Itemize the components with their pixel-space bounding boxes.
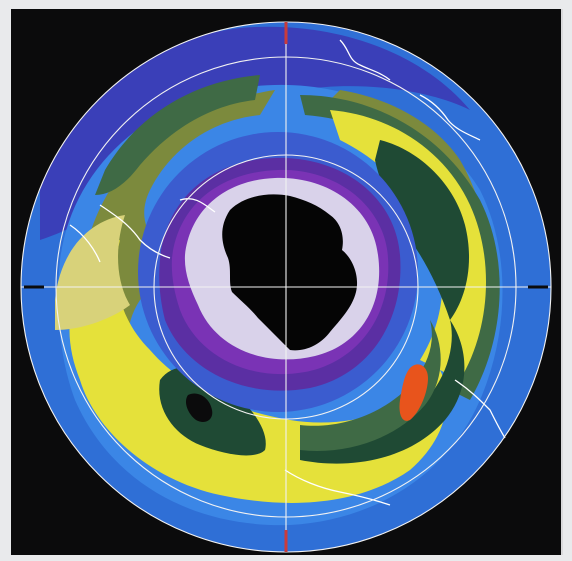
green-belt-right <box>300 95 500 400</box>
dark-green-arc-right <box>375 140 470 320</box>
dark-green-arc-lower-right <box>300 320 465 464</box>
ozone-bands <box>21 22 551 552</box>
indigo-region <box>40 26 470 240</box>
coastlines <box>69 39 506 506</box>
dark-green-blob-lower-left <box>159 367 266 456</box>
dark-spot-lower-left <box>185 393 213 422</box>
pale-yellow-patch <box>55 215 130 330</box>
antarctic-core <box>222 194 358 351</box>
yellow-belt-right <box>330 110 487 380</box>
ozone-maximum-orange <box>399 364 428 421</box>
green-belt-upper <box>95 75 260 195</box>
